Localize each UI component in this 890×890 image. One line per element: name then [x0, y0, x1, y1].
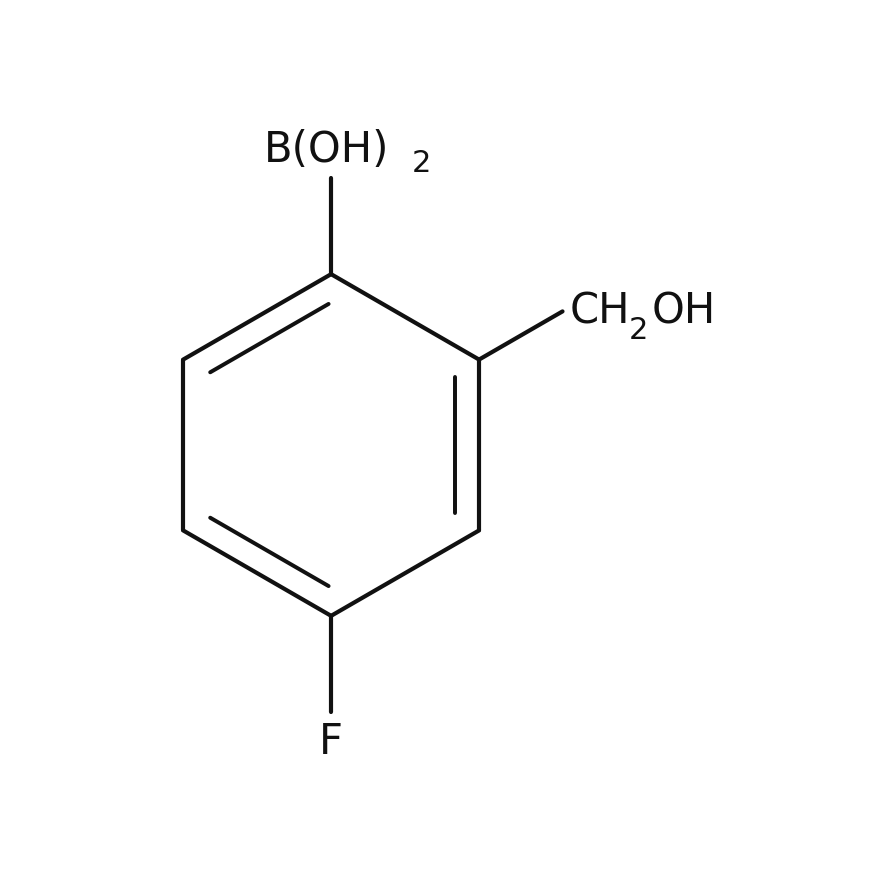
Text: 2: 2: [629, 316, 649, 345]
Text: CH: CH: [570, 290, 630, 332]
Text: F: F: [320, 721, 344, 763]
Text: OH: OH: [651, 290, 716, 332]
Text: 2: 2: [412, 149, 431, 178]
Text: B(OH): B(OH): [264, 129, 390, 171]
